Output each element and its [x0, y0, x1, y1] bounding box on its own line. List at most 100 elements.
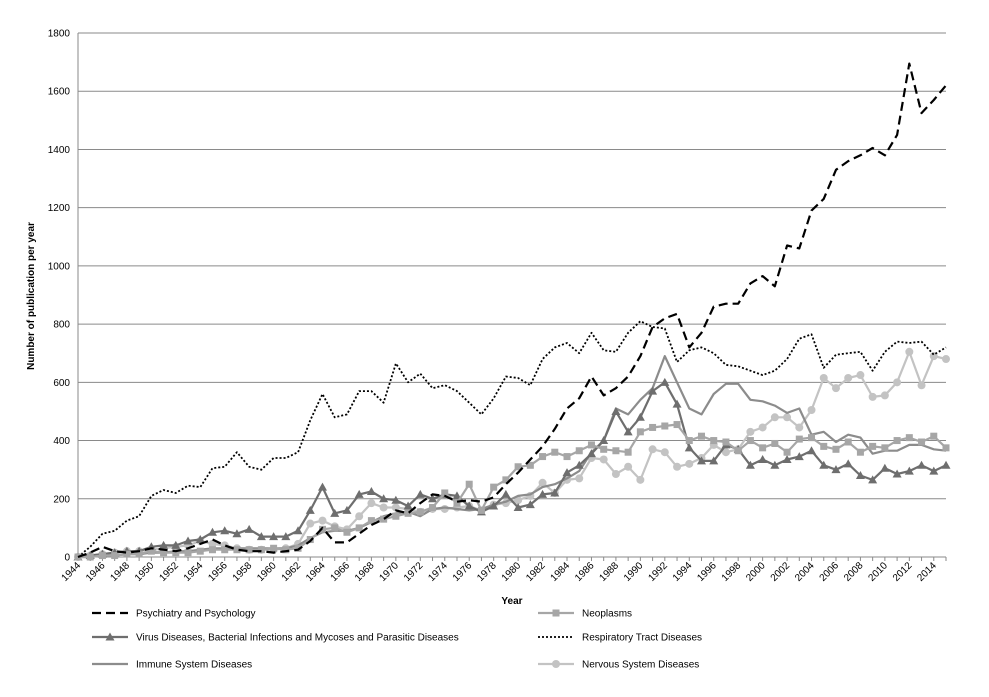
data-point	[844, 438, 852, 446]
data-point	[183, 536, 193, 545]
data-point	[869, 442, 877, 450]
data-point	[404, 509, 412, 517]
x-tick-label: 1992	[646, 560, 670, 584]
data-point	[294, 544, 302, 552]
data-point	[391, 495, 401, 504]
data-point	[831, 465, 841, 474]
x-tick-label: 1956	[206, 560, 230, 584]
y-tick-label: 200	[53, 494, 70, 505]
x-tick-label: 2000	[744, 560, 768, 584]
data-point	[184, 549, 192, 557]
y-tick-label: 1200	[48, 203, 71, 214]
data-point	[832, 445, 840, 453]
data-point	[905, 347, 914, 356]
data-point	[783, 448, 791, 456]
data-point	[366, 487, 376, 495]
data-point	[612, 447, 620, 455]
data-point	[563, 453, 571, 461]
y-tick-label: 1400	[48, 145, 71, 156]
data-point	[489, 501, 499, 510]
series-3	[77, 320, 947, 558]
x-tick-label: 1988	[598, 560, 622, 584]
data-point	[599, 436, 609, 445]
data-point	[98, 552, 106, 560]
data-point	[514, 496, 523, 505]
data-point	[501, 489, 511, 498]
legend-label: Psychiatry and Psychology	[136, 609, 256, 620]
data-point	[562, 468, 572, 477]
x-tick-label: 1948	[109, 560, 133, 584]
data-point	[123, 550, 131, 558]
legend-label: Nervous System Diseases	[582, 660, 699, 671]
data-point	[513, 503, 523, 512]
data-point	[586, 449, 596, 458]
legend-marker	[552, 660, 560, 668]
data-point	[661, 422, 669, 430]
data-point	[428, 494, 438, 503]
data-point	[282, 546, 290, 554]
x-tick-label: 1944	[60, 560, 84, 584]
data-point	[380, 515, 388, 523]
x-tick-label: 1966	[329, 560, 353, 584]
x-tick-label: 1980	[500, 560, 524, 584]
data-point	[330, 508, 340, 517]
data-point	[795, 435, 803, 443]
data-point	[245, 546, 253, 554]
data-point	[942, 355, 950, 364]
x-tick-label: 1996	[695, 560, 719, 584]
data-point	[342, 505, 352, 514]
data-point	[660, 377, 670, 386]
data-point	[415, 489, 425, 498]
x-tick-label: 2006	[818, 560, 842, 584]
legend-item: Immune System Diseases	[92, 660, 252, 671]
data-point	[270, 544, 278, 552]
data-point	[526, 461, 534, 469]
x-tick-label: 1998	[720, 560, 744, 584]
data-point	[880, 463, 890, 472]
data-point	[636, 428, 644, 436]
y-tick-label: 1600	[48, 87, 71, 98]
data-point	[770, 413, 779, 422]
data-point	[746, 437, 754, 445]
data-point	[172, 549, 180, 557]
x-tick-label: 1954	[182, 560, 206, 584]
axes	[77, 33, 946, 558]
x-tick-label: 1994	[671, 560, 695, 584]
data-point	[440, 504, 449, 513]
data-point	[673, 421, 681, 429]
data-point	[759, 444, 767, 452]
x-tick-label: 1958	[231, 560, 255, 584]
data-point	[868, 392, 877, 401]
data-point	[819, 373, 828, 382]
data-point	[673, 462, 682, 471]
data-point	[207, 527, 217, 536]
data-point	[293, 526, 303, 535]
data-point	[111, 552, 119, 560]
data-point	[86, 553, 94, 561]
data-point	[574, 460, 584, 469]
x-tick-label: 1950	[133, 560, 157, 584]
data-point	[159, 540, 169, 549]
data-point	[171, 540, 181, 549]
gridlines	[78, 32, 946, 500]
x-tick-label: 2002	[769, 560, 793, 584]
data-point	[490, 483, 498, 491]
data-point	[539, 453, 547, 461]
data-point	[746, 427, 755, 436]
x-tick-label: 1972	[402, 560, 426, 584]
data-point	[550, 488, 560, 497]
data-point	[343, 528, 351, 536]
data-point	[808, 434, 816, 442]
x-tick-label: 1986	[573, 560, 597, 584]
data-point	[917, 460, 927, 469]
data-point	[392, 512, 400, 520]
x-tick-label: 2010	[866, 560, 890, 584]
data-point	[416, 508, 424, 516]
data-point	[135, 550, 143, 558]
data-point	[745, 460, 755, 469]
data-point	[318, 482, 328, 491]
x-tick-label: 1984	[549, 560, 573, 584]
data-point	[722, 438, 730, 446]
x-tick-label: 1974	[426, 560, 450, 584]
